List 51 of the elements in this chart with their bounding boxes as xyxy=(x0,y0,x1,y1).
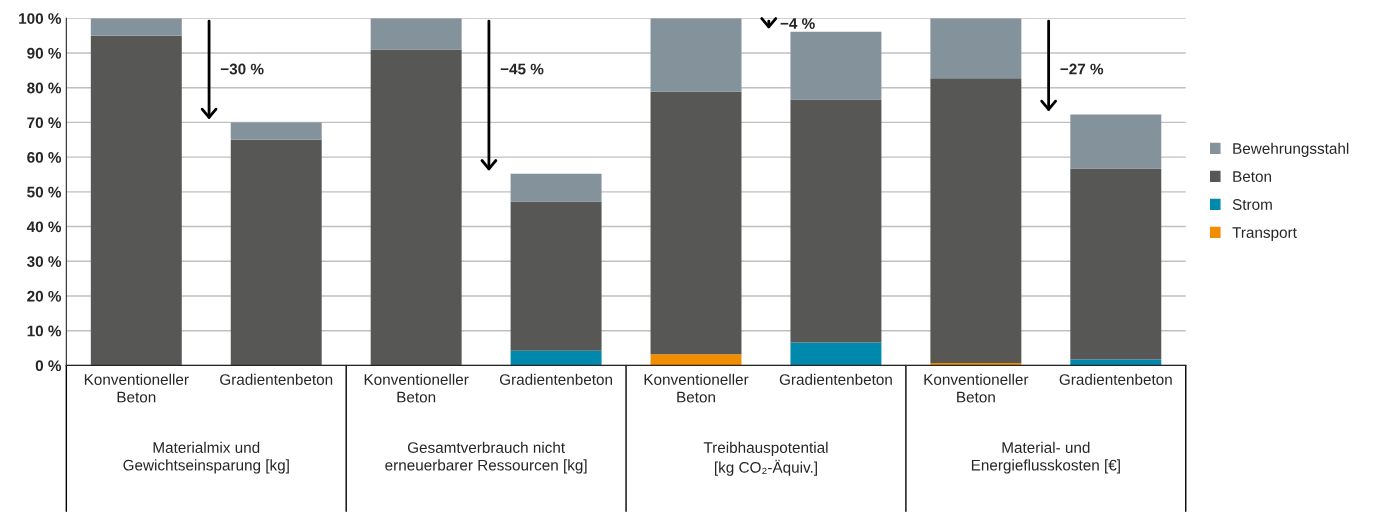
y-tick-label: 10 % xyxy=(27,325,62,337)
x-tick-label: Gradientenbeton xyxy=(779,373,892,385)
bar xyxy=(510,350,602,366)
bar xyxy=(650,91,742,355)
y-tick-label: 40 % xyxy=(26,221,62,233)
annotation: −45 % xyxy=(500,63,544,75)
text: Material- und Energieflusskosten [€] xyxy=(971,441,1120,474)
y-tick-label: 30 % xyxy=(27,256,62,267)
x-tick-label: Gradientenbeton xyxy=(220,373,333,385)
text: Materialmix und Gewichtseinsparung [kg] xyxy=(123,441,289,474)
x-tick-label: Gradientenbeton xyxy=(1059,373,1172,385)
legend-label: Bewehrungsstahl xyxy=(1233,142,1349,157)
bar xyxy=(370,18,462,50)
bar xyxy=(230,139,322,366)
legend-label: Transport xyxy=(1232,227,1297,241)
text: Gesamtverbrauch nicht erneuerbarer Ressourcen [kg] xyxy=(385,441,587,474)
y-tick-label: 80 % xyxy=(27,82,62,94)
legend-label: Strom xyxy=(1232,199,1272,210)
y-tick-label: 90 % xyxy=(27,47,62,59)
bar xyxy=(650,18,742,92)
bar xyxy=(370,49,462,366)
bar xyxy=(90,18,182,36)
y-tick-label: 60 % xyxy=(27,151,62,163)
bar xyxy=(1070,114,1162,169)
bar xyxy=(790,342,882,366)
legend-label: Beton xyxy=(1233,171,1272,182)
bar xyxy=(650,354,742,366)
bar xyxy=(1070,359,1162,366)
text: Treibhauspotential [kg CO₂-Äquiv.] xyxy=(703,441,828,476)
y-tick-label: 0 % xyxy=(35,360,62,372)
annotation: −30 % xyxy=(220,63,264,75)
bar xyxy=(230,122,322,140)
bar xyxy=(510,173,602,202)
annotation: −27 % xyxy=(1060,63,1104,75)
x-tick-label: Konventioneller Beton xyxy=(84,373,189,403)
x-tick-label: Konventioneller Beton xyxy=(644,373,749,403)
bar xyxy=(790,31,882,100)
x-tick-label: Gradientenbeton xyxy=(499,373,613,385)
y-tick-label: 20 % xyxy=(27,290,62,302)
x-tick-label: Konventioneller Beton xyxy=(364,373,469,403)
bar xyxy=(90,35,182,366)
bar xyxy=(790,99,882,343)
x-tick-label: Konventioneller Beton xyxy=(924,373,1029,403)
y-tick-label: 70 % xyxy=(27,117,62,129)
bar xyxy=(1070,168,1162,360)
annotation: −4 % xyxy=(780,18,815,29)
bar xyxy=(930,18,1022,79)
bar xyxy=(510,201,602,351)
y-tick-label: 50 % xyxy=(27,186,62,198)
y-tick-label: 100 % xyxy=(19,13,62,24)
bar xyxy=(930,78,1022,363)
